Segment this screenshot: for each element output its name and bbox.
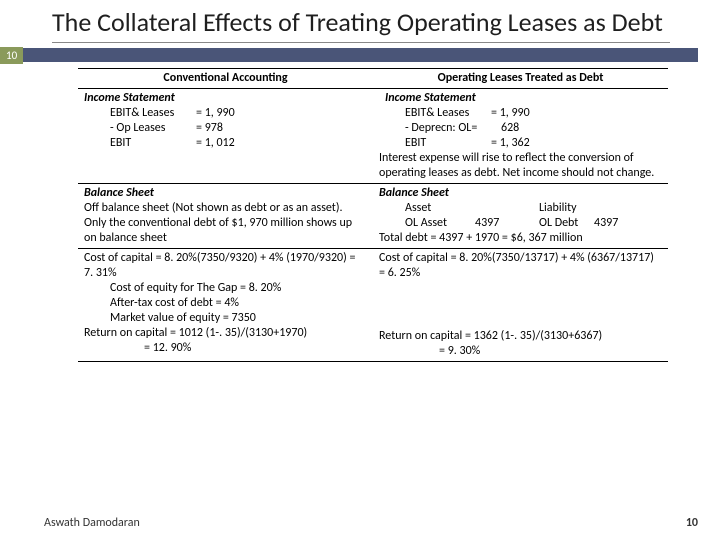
income-right-line1: EBIT& Leases = 1, 990 <box>379 106 662 121</box>
title-underline <box>52 42 670 43</box>
coc-left-l1: Cost of capital = 8. 20%(7350/9320) + 4%… <box>84 251 367 281</box>
table-header-row: Conventional Accounting Operating Leases… <box>78 68 668 88</box>
footer-page-number: 10 <box>686 516 698 530</box>
asset-label: OL Asset <box>405 216 465 231</box>
balance-right-values: OL Asset 4397 OL Debt 4397 <box>379 216 662 231</box>
slide-footer: Aswath Damodaran 10 <box>44 516 698 530</box>
liability-value: 4397 <box>578 216 618 231</box>
badge-bar-row: 10 <box>0 47 720 64</box>
liability-label: OL Debt <box>515 216 578 231</box>
lhs: - Op Leases <box>110 121 196 136</box>
asset-value: 4397 <box>465 216 515 231</box>
income-left-line2: - Op Leases = 978 <box>84 121 367 136</box>
income-left-line3: EBIT = 1, 012 <box>84 136 367 151</box>
spacer <box>379 281 662 329</box>
slide-title: The Collateral Effects of Treating Opera… <box>0 0 720 42</box>
lhs: EBIT& Leases <box>110 106 196 121</box>
coc-right-l5: Return on capital = 1362 (1-. 35)/(3130+… <box>379 329 662 344</box>
coc-left-l5: Return on capital = 1012 (1-. 35)/(3130+… <box>84 326 367 341</box>
lhs: EBIT& Leases <box>405 106 491 121</box>
coc-right-l6: = 9. 30% <box>379 344 662 359</box>
income-left-cell: Income Statement EBIT& Leases = 1, 990 -… <box>78 88 373 183</box>
col-header-left: Conventional Accounting <box>78 68 373 88</box>
col-header-right: Operating Leases Treated as Debt <box>373 68 668 88</box>
asset-header: Asset <box>405 201 465 216</box>
income-left-line1: EBIT& Leases = 1, 990 <box>84 106 367 121</box>
coc-left-l2: Cost of equity for The Gap = 8. 20% <box>84 281 367 296</box>
coc-left-l4: Market value of equity = 7350 <box>84 311 367 326</box>
lhs: EBIT <box>110 136 196 151</box>
balance-right-label: Balance Sheet <box>379 186 662 201</box>
rhs: 628 <box>501 121 519 136</box>
balance-right-total: Total debt = 4397 + 1970 = $6, 367 milli… <box>379 231 662 246</box>
comparison-table: Conventional Accounting Operating Leases… <box>78 68 668 362</box>
coc-left-l3: After-tax cost of debt = 4% <box>84 296 367 311</box>
balance-sheet-row: Balance Sheet Off balance sheet (Not sho… <box>78 183 668 248</box>
balance-right-headers: Asset Liability <box>379 201 662 216</box>
lhs: EBIT <box>405 136 491 151</box>
coc-right-l1: Cost of capital = 8. 20%(7350/13717) + 4… <box>379 251 662 281</box>
balance-right-cell: Balance Sheet Asset Liability OL Asset 4… <box>373 183 668 248</box>
comparison-table-wrap: Conventional Accounting Operating Leases… <box>78 68 668 362</box>
income-left-label: Income Statement <box>84 91 367 106</box>
coc-left-l6: = 12. 90% <box>84 341 367 356</box>
income-right-label: Income Statement <box>379 91 662 106</box>
income-statement-row: Income Statement EBIT& Leases = 1, 990 -… <box>78 88 668 183</box>
rhs: = 1, 990 <box>196 106 235 121</box>
accent-bar <box>23 48 698 62</box>
rhs: = 1, 990 <box>491 106 530 121</box>
income-right-note: Interest expense will rise to reflect th… <box>379 151 662 181</box>
coc-right-cell: Cost of capital = 8. 20%(7350/13717) + 4… <box>373 248 668 361</box>
balance-left-label: Balance Sheet <box>84 186 367 201</box>
rhs: = 978 <box>196 121 223 136</box>
slide-number-badge: 10 <box>0 47 23 64</box>
lhs: - Deprecn: OL= <box>405 121 501 136</box>
balance-left-text: Off balance sheet (Not shown as debt or … <box>84 201 367 246</box>
rhs: = 1, 012 <box>196 136 235 151</box>
income-right-line2: - Deprecn: OL= 628 <box>379 121 662 136</box>
coc-left-cell: Cost of capital = 8. 20%(7350/9320) + 4%… <box>78 248 373 361</box>
income-right-line3: EBIT = 1, 362 <box>379 136 662 151</box>
cost-of-capital-row: Cost of capital = 8. 20%(7350/9320) + 4%… <box>78 248 668 361</box>
liability-header: Liability <box>515 201 577 216</box>
spacer <box>465 201 515 216</box>
balance-left-cell: Balance Sheet Off balance sheet (Not sho… <box>78 183 373 248</box>
income-right-cell: Income Statement EBIT& Leases = 1, 990 -… <box>373 88 668 183</box>
rhs: = 1, 362 <box>491 136 530 151</box>
footer-author: Aswath Damodaran <box>44 516 140 530</box>
